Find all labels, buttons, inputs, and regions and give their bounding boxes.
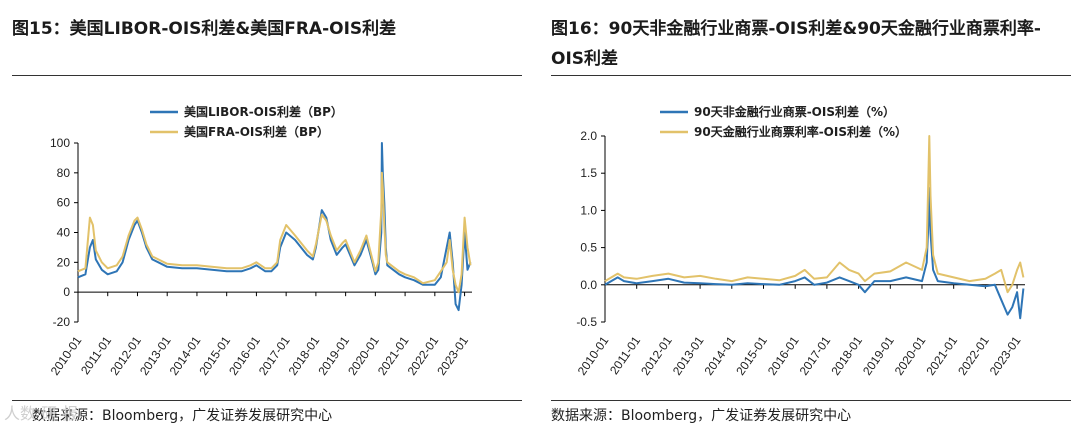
x-tick-label: 2010-01	[575, 333, 612, 377]
footer-rule	[12, 400, 522, 401]
y-tick-label: 0	[63, 285, 70, 299]
x-tick-label: 2020-01	[892, 333, 929, 377]
source-note: 数据来源：Bloomberg，广发证券发展研究中心	[551, 408, 852, 424]
title-underline	[551, 75, 1071, 76]
y-tick-label: 0.0	[580, 278, 597, 292]
y-tick-label: 0.5	[580, 241, 597, 255]
series-line-1	[604, 187, 1025, 320]
footer-rule	[551, 400, 1071, 401]
x-tick-label: 2015-01	[733, 333, 770, 377]
x-tick-label: 2019-01	[860, 333, 897, 377]
x-tick-label: 2010-01	[48, 333, 85, 377]
chart-panel-left: 图15：美国LIBOR-OIS利差&美国FRA-OIS利差 100 80 60 40 2…	[0, 0, 530, 439]
x-tick-label: 2014-01	[702, 333, 739, 377]
legend-label-1: 美国LIBOR-OIS利差（BP）	[184, 104, 343, 119]
chart-svg-left: 100806040200-202010-012011-012012-012013…	[48, 104, 472, 378]
x-tick-label: 2013-01	[670, 333, 707, 377]
y-tick-label: 1.0	[580, 203, 597, 217]
series-line-2	[604, 135, 1025, 294]
legend-label-2: 美国FRA-OIS利差（BP）	[184, 124, 329, 139]
x-tick-label: 2022-01	[955, 333, 992, 377]
chart-panel-right: 图16：90天非金融行业商票-OIS利差&90天金融行业商票利率-OIS利差 2…	[545, 0, 1080, 439]
x-tick-label: 2023-01	[434, 333, 471, 377]
y-tick-label: -20	[53, 315, 71, 329]
series-line-1	[77, 142, 472, 312]
series-line-2	[77, 171, 472, 294]
legend-label-1: 90天非金融行业商票-OIS利差（%）	[694, 104, 895, 119]
x-tick-label: 2012-01	[638, 333, 675, 377]
legend-label-2: 90天金融行业商票利率-OIS利差（%）	[694, 124, 907, 139]
x-tick-label: 2016-01	[765, 333, 802, 377]
x-tick-label: 2023-01	[987, 333, 1024, 377]
x-tick-label: 2017-01	[797, 333, 834, 377]
y-tick-label: 100	[50, 136, 70, 150]
watermark: 人数 研 报	[4, 404, 79, 423]
chart-title: 图15：美国LIBOR-OIS利差&美国FRA-OIS利差	[12, 19, 397, 39]
y-tick-label: 2.0	[580, 129, 597, 143]
chart-title: 图16：90天非金融行业商票-OIS利差&90天金融行业商票利率-OIS利差	[551, 19, 1041, 69]
chart-svg-right: 2.01.51.00.50.0-0.52010-012011-012012-01…	[575, 104, 1025, 378]
y-tick-label: 80	[57, 166, 71, 180]
y-tick-label: 20	[57, 255, 71, 269]
y-tick-label: 60	[57, 196, 71, 210]
x-tick-label: 2018-01	[828, 333, 865, 377]
source-note: 数据来源：Bloomberg，广发证券发展研究中心	[32, 408, 333, 424]
title-underline	[12, 75, 522, 76]
y-tick-label: 1.5	[580, 166, 597, 180]
y-tick-label: 40	[57, 226, 71, 240]
y-tick-label: -0.5	[576, 315, 597, 329]
x-tick-label: 2021-01	[923, 333, 960, 377]
